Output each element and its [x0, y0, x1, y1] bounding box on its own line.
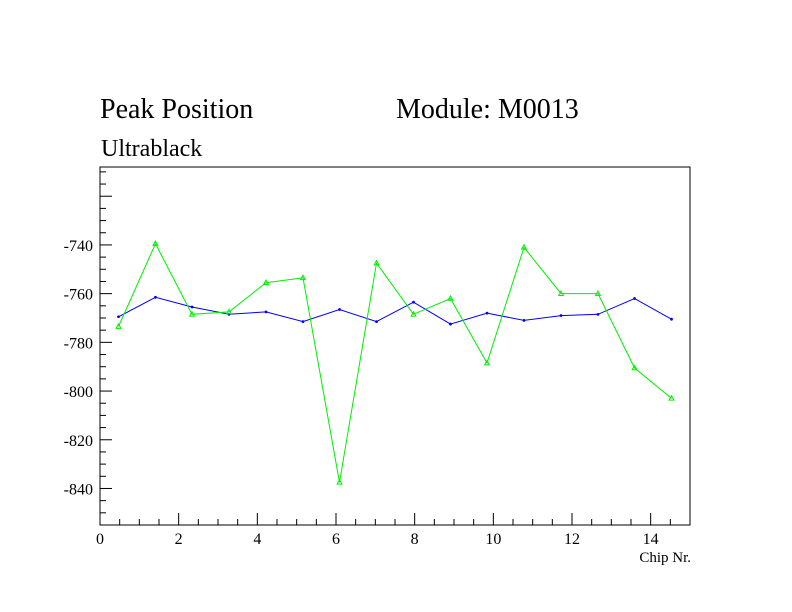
data-point	[559, 314, 563, 317]
data-point	[596, 312, 600, 316]
data-point	[152, 240, 159, 247]
plot-frame	[99, 166, 691, 526]
data-point	[336, 478, 343, 485]
data-point	[375, 320, 378, 324]
data-point	[557, 289, 565, 296]
data-point	[117, 315, 120, 319]
data-point	[631, 364, 638, 371]
series-1	[117, 295, 673, 326]
data-point	[338, 308, 341, 311]
data-point	[522, 319, 526, 322]
series-layer	[115, 240, 675, 485]
data-point	[485, 311, 489, 315]
data-point	[594, 289, 602, 296]
data-point	[190, 305, 194, 309]
axes: 0 2 4 6 8 10 12 14 -740 -760 -780 -800 -820 -840	[64, 171, 691, 548]
x-tick-label: 8	[411, 531, 419, 548]
data-point	[373, 259, 380, 266]
x-tick-label: 0	[96, 531, 104, 548]
data-point	[633, 297, 636, 300]
x-tick-label: 4	[253, 531, 261, 548]
x-tick-label: 12	[564, 531, 580, 548]
x-tick-label: 10	[485, 531, 501, 548]
data-point	[225, 308, 233, 315]
x-axis-label: Chip Nr.	[639, 550, 691, 566]
y-tick-label: -840	[64, 481, 93, 498]
data-point	[668, 394, 675, 401]
data-point	[483, 359, 491, 366]
data-point	[410, 310, 417, 317]
data-point	[670, 317, 673, 321]
data-point	[154, 295, 157, 299]
x-tick-label: 2	[175, 531, 183, 548]
series-line	[118, 296, 672, 325]
data-point	[449, 322, 452, 326]
data-point	[188, 310, 196, 317]
data-point	[301, 320, 305, 324]
data-point	[447, 294, 454, 301]
data-point	[262, 279, 270, 285]
module-label: Module: M0013	[396, 94, 579, 125]
y-tick-label: -780	[64, 335, 93, 352]
chart-subtitle: Ultrablack	[101, 136, 202, 162]
y-tick-label: -740	[64, 238, 93, 255]
data-point	[520, 243, 528, 250]
series-2	[115, 240, 675, 485]
data-point	[412, 300, 415, 304]
series-line	[118, 242, 672, 483]
x-tick-label: 14	[643, 531, 659, 548]
y-tick-label: -820	[64, 433, 93, 450]
data-point	[115, 322, 122, 329]
y-tick-label: -800	[64, 384, 93, 401]
data-point	[264, 310, 268, 314]
x-tick-label: 6	[332, 531, 340, 548]
chart-title: Peak Position	[100, 94, 253, 125]
data-point	[299, 274, 307, 281]
y-tick-label: -760	[64, 287, 93, 304]
